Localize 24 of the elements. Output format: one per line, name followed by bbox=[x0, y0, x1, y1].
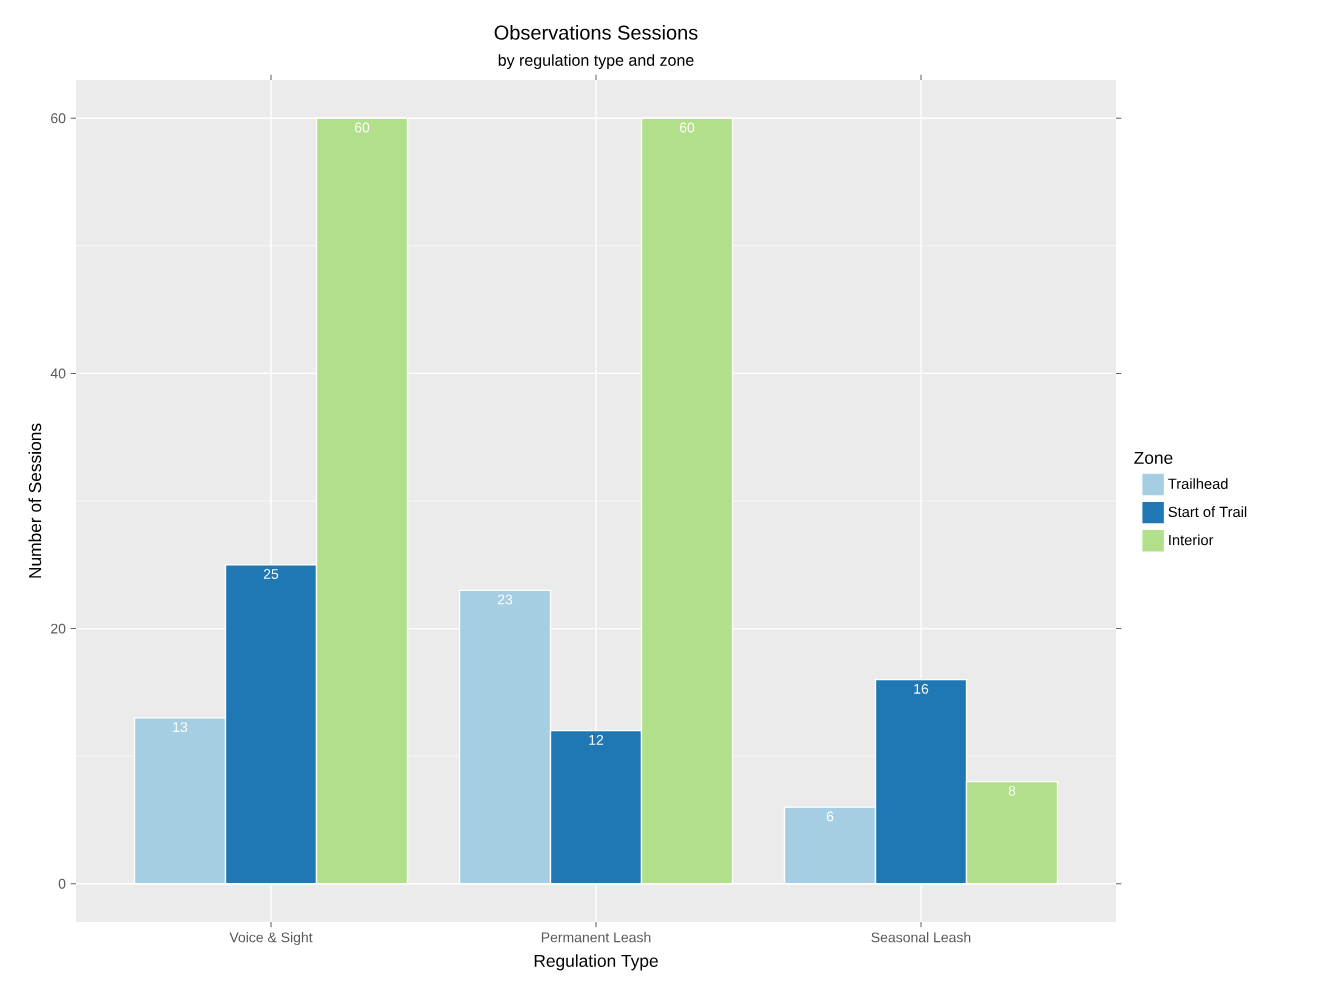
x-tick-label: Voice & Sight bbox=[229, 932, 313, 946]
y-axis-title: Number of Sessions bbox=[28, 423, 42, 578]
data-label: 16 bbox=[914, 683, 929, 694]
x-tick-label: Seasonal Leash bbox=[871, 932, 971, 943]
chart-title: Observations Sessions bbox=[494, 25, 698, 40]
y-tick-label: 40 bbox=[50, 368, 66, 379]
data-label: 6 bbox=[826, 811, 834, 822]
legend-title: Zone bbox=[1134, 451, 1173, 464]
data-label: 12 bbox=[589, 734, 604, 745]
data-label: 13 bbox=[173, 722, 188, 733]
y-tick-label: 20 bbox=[51, 623, 66, 634]
data-label: 60 bbox=[354, 122, 370, 133]
data-label: 25 bbox=[263, 569, 279, 579]
chart-subtitle: by regulation type and zone bbox=[498, 54, 694, 70]
data-label: 60 bbox=[679, 122, 695, 133]
y-tick-label: 60 bbox=[51, 113, 66, 124]
legend-label: Interior bbox=[1169, 534, 1214, 546]
x-tick-label: Permanent Leash bbox=[541, 932, 651, 943]
legend-label: Trailhead bbox=[1168, 478, 1228, 489]
x-axis-title: Regulation Type bbox=[534, 954, 658, 971]
data-label: 8 bbox=[1008, 785, 1016, 796]
legend-label: Start of Trail bbox=[1168, 506, 1247, 518]
data-label: 23 bbox=[497, 594, 513, 605]
y-tick-label: 0 bbox=[58, 878, 66, 889]
